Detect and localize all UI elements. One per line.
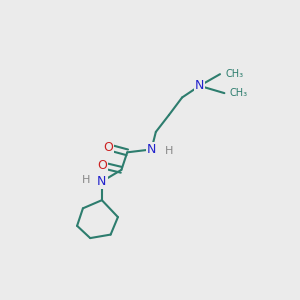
Text: H: H [82, 175, 90, 185]
Text: O: O [97, 159, 107, 172]
Text: N: N [195, 79, 204, 92]
Text: O: O [103, 141, 112, 154]
Text: N: N [97, 175, 106, 188]
Text: H: H [165, 146, 174, 156]
Text: N: N [147, 143, 156, 156]
Text: CH₃: CH₃ [230, 88, 248, 98]
Text: CH₃: CH₃ [225, 69, 243, 79]
